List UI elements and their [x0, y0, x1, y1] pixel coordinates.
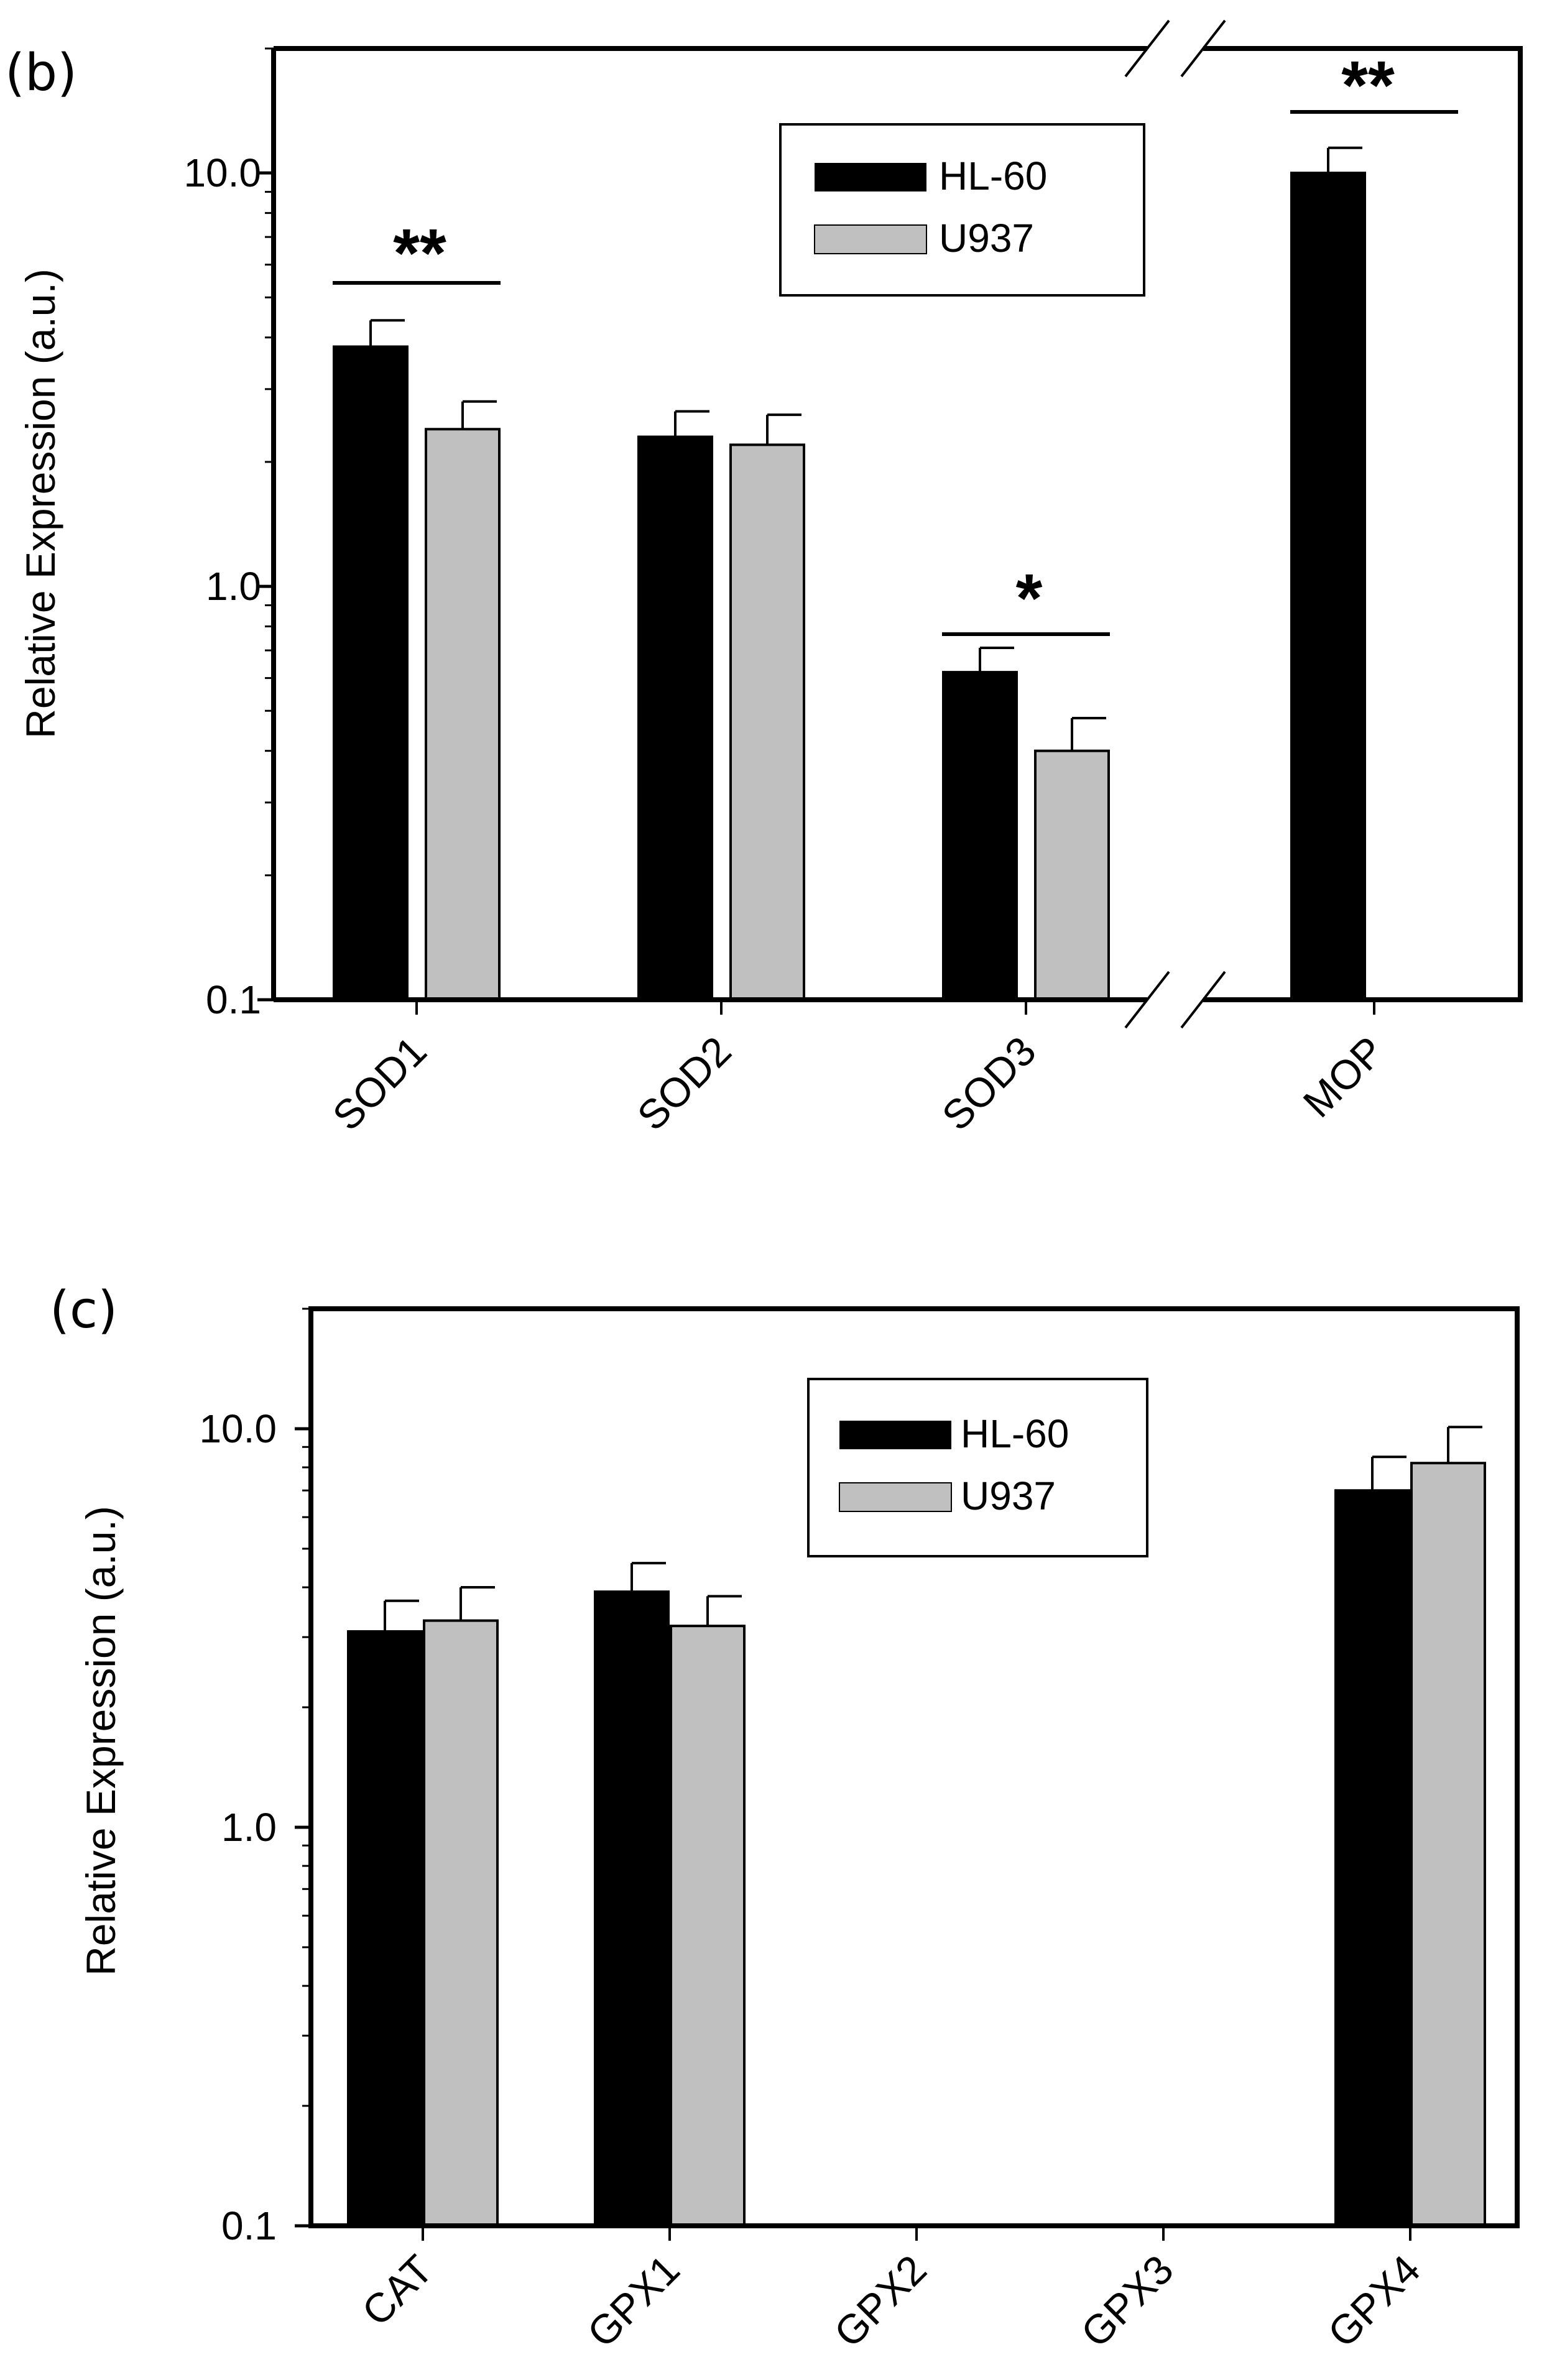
legend-swatch-hl60	[839, 1421, 951, 1449]
significance-label: *	[1016, 560, 1043, 637]
legend-entry: U937	[961, 1474, 1056, 1518]
axis-break-mark	[1124, 19, 1170, 78]
legend-swatch-u937	[839, 1482, 952, 1512]
plot-frame	[274, 46, 1523, 1002]
bar-hl60	[333, 345, 409, 1001]
axis-break-mark	[1180, 19, 1226, 78]
y-tick-label: 1.0	[206, 564, 261, 609]
legend-swatch-hl60	[815, 163, 926, 191]
panel-c: (c) Relative Expression (a.u.) 0.1 1.0 1…	[50, 1281, 1520, 2356]
bar-hl60	[637, 435, 713, 1001]
y-tick-label: 0.1	[206, 977, 261, 1022]
plot-area	[257, 19, 1523, 1029]
axis-break-mark	[1124, 971, 1170, 1029]
legend-swatch-u937	[814, 224, 927, 254]
plot-frame	[308, 1306, 1520, 2228]
legend-box	[807, 1378, 1148, 1557]
y-axis-label: Relative Expression (a.u.)	[17, 269, 63, 739]
legend-entry: U937	[939, 216, 1034, 261]
y-tick-label: 10.0	[183, 150, 261, 195]
bar-hl60	[594, 1590, 670, 2227]
axis-break-mark	[1180, 971, 1226, 1029]
panel-label: (c)	[50, 1281, 118, 1340]
y-tick-label: 10.0	[199, 1406, 277, 1451]
legend-entry: HL-60	[961, 1411, 1069, 1456]
bar-hl60	[942, 671, 1018, 1001]
bar-hl60	[347, 1630, 423, 2228]
plot-area	[295, 1306, 1520, 2241]
y-tick-label: 0.1	[221, 2203, 277, 2248]
legend-box	[779, 123, 1145, 297]
panel-label: (b)	[5, 44, 77, 103]
y-axis-label: Relative Expression (a.u.)	[78, 1506, 124, 1976]
bar-u937	[1034, 749, 1110, 1001]
legend: HL-60 U937	[807, 1378, 1148, 1557]
legend: HL-60 U937	[779, 123, 1145, 297]
bar-u937	[1410, 1462, 1486, 2227]
bar-u937	[425, 428, 501, 1001]
bar-u937	[423, 1619, 499, 2227]
bar-u937	[670, 1625, 746, 2227]
significance-label: **	[393, 215, 446, 292]
legend-entry: HL-60	[939, 154, 1047, 198]
bar-hl60	[1290, 172, 1366, 1001]
bar-hl60	[1334, 1489, 1410, 2227]
bar-u937	[729, 443, 805, 1001]
y-tick-label: 1.0	[221, 1805, 277, 1850]
